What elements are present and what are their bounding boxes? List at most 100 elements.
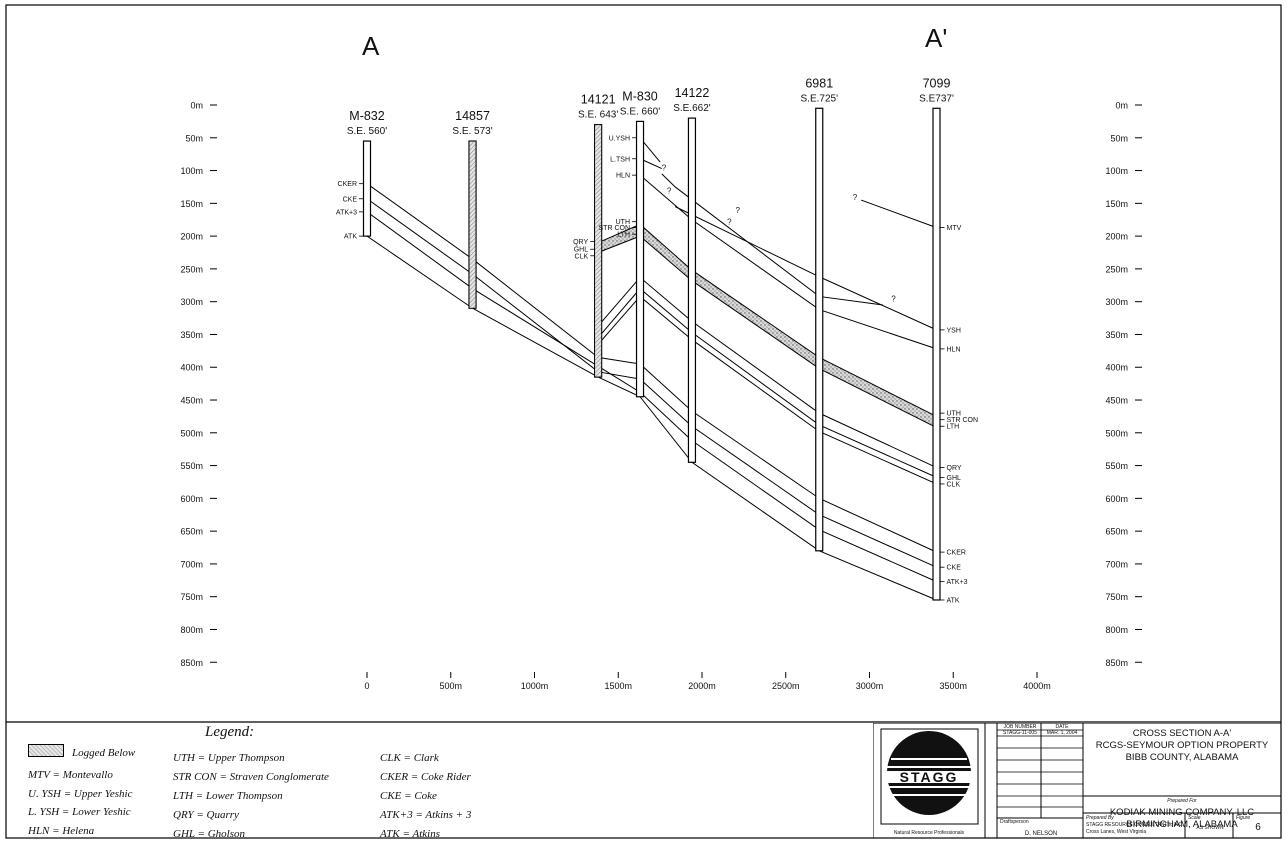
depth-tick-label-right: 350m bbox=[1105, 330, 1128, 340]
depth-tick-label-left: 550m bbox=[180, 461, 203, 471]
formation-label: CKE bbox=[343, 196, 358, 203]
depth-tick-label-left: 400m bbox=[180, 363, 203, 373]
depth-tick-label-right: 750m bbox=[1105, 592, 1128, 602]
well-column bbox=[687, 117, 697, 463]
well-name: M-830 bbox=[622, 89, 657, 103]
depth-tick-label-right: 100m bbox=[1105, 166, 1128, 176]
depth-tick-label-left: 150m bbox=[180, 199, 203, 209]
formation-label: CKER bbox=[338, 181, 357, 188]
well-formation-labels: CKERCKEATK+3ATKQRYGHLCLKU.YSHL.TSHHLNUTH… bbox=[336, 135, 978, 604]
title-line-2: RCGS-SEYMOUR OPTION PROPERTY bbox=[1095, 740, 1269, 751]
client-line-1: KODIAK MINING COMPANY, LLC bbox=[1109, 807, 1255, 818]
well-name: 6981 bbox=[805, 76, 833, 90]
legend-item: QRY = Quarry bbox=[173, 809, 239, 821]
well-name: M-832 bbox=[349, 109, 384, 123]
scale-block: Scale AS SHOWN bbox=[1188, 815, 1232, 832]
logo-caption: Natural Resource Professionals bbox=[894, 830, 965, 836]
depth-tick-label-right: 0m bbox=[1115, 101, 1128, 111]
legend-item: HLN = Helena bbox=[28, 824, 95, 837]
title-line-1: CROSS SECTION A-A' bbox=[1132, 728, 1232, 739]
drawing-title: CROSS SECTION A-A' RCGS-SEYMOUR OPTION P… bbox=[1084, 728, 1280, 764]
well-name: 14121 bbox=[581, 93, 616, 107]
depth-tick-label-left: 750m bbox=[180, 592, 203, 602]
uncertain-marker: ? bbox=[891, 295, 896, 304]
uncertain-marker: ? bbox=[853, 193, 858, 202]
legend-item: GHL = Gholson bbox=[173, 828, 246, 840]
legend-col-1: Logged Below bbox=[28, 744, 135, 763]
well-elevation: S.E.662' bbox=[673, 103, 711, 114]
legend-item: STR CON = Straven Conglomerate bbox=[173, 771, 329, 783]
title-block: STAGG Natural Resource Professionals bbox=[873, 723, 1282, 839]
depth-tick-label-left: 250m bbox=[180, 264, 203, 274]
depth-tick-label-right: 600m bbox=[1105, 494, 1128, 504]
distance-tick-label: 500m bbox=[439, 681, 462, 691]
depth-tick-label-right: 800m bbox=[1105, 625, 1128, 635]
horizon-ltsh-lower bbox=[661, 173, 883, 306]
depth-tick-label-left: 850m bbox=[180, 658, 203, 668]
section-label-a-prime: A' bbox=[925, 23, 947, 53]
well-column bbox=[932, 107, 941, 601]
legend: Legend: Logged Below MTV = Montevallo U.… bbox=[0, 722, 870, 843]
formation-label: UTH bbox=[947, 411, 961, 418]
formation-label: LTH bbox=[947, 424, 960, 431]
formation-label: UTH bbox=[616, 219, 630, 226]
legend-item: UTH = Upper Thompson bbox=[173, 752, 285, 764]
legend-item: L. YSH = Lower Yeshic bbox=[28, 806, 131, 818]
job-number-label: JOB NUMBER bbox=[1003, 724, 1037, 730]
well-elevation: S.E. 660' bbox=[620, 106, 660, 117]
legend-item: U. YSH = Upper Yeshic bbox=[28, 787, 133, 800]
legend-item: MTV = Montevallo bbox=[28, 769, 113, 781]
horizon-ysh bbox=[674, 206, 937, 331]
formation-label: GHL bbox=[947, 475, 962, 482]
formation-label: STR CON bbox=[947, 417, 979, 424]
wells: M-832 S.E. 560' 14857 S.E. 573' 14121 S.E. 64… bbox=[347, 76, 954, 601]
logged-below-fill bbox=[595, 125, 602, 377]
date-label: DATE bbox=[1055, 724, 1069, 730]
distance-tick-label: 0 bbox=[364, 681, 369, 691]
logo-text: STAGG bbox=[900, 769, 959, 785]
logged-below-fill bbox=[469, 141, 476, 308]
figure-label: Figure bbox=[1236, 815, 1251, 821]
figure-block: Figure 6 bbox=[1236, 815, 1280, 833]
depth-tick-label-right: 850m bbox=[1105, 658, 1128, 668]
horizon-hln bbox=[639, 174, 937, 350]
well-column bbox=[635, 120, 645, 398]
prepared-by-label: Prepared By bbox=[1086, 815, 1114, 821]
legend-item: CKE = Coke bbox=[380, 790, 437, 802]
formation-label: CLK bbox=[947, 481, 961, 488]
drafter-value: D. NELSON bbox=[1024, 831, 1058, 837]
well-elevation: S.E. 643' bbox=[578, 110, 618, 121]
drafter-block: Draftsperson D. NELSON bbox=[1000, 819, 1082, 837]
depth-tick-label-left: 700m bbox=[180, 559, 203, 569]
well-elevation: S.E.725' bbox=[801, 93, 839, 104]
distance-tick-label: 1000m bbox=[521, 681, 549, 691]
uncertain-marker: ? bbox=[667, 187, 672, 196]
distance-tick-label: 3500m bbox=[939, 681, 967, 691]
well-name: 14857 bbox=[455, 109, 490, 123]
date-value: MAR. 1, 2004 bbox=[1046, 730, 1078, 736]
well-column bbox=[815, 107, 824, 552]
formation-label: CKER bbox=[947, 550, 966, 557]
depth-tick-label-right: 400m bbox=[1105, 363, 1128, 373]
well-elevation: S.E. 560' bbox=[347, 126, 387, 137]
formation-label: ATK bbox=[344, 234, 357, 241]
job-number-block: JOB NUMBER STAGG-11-005 bbox=[1000, 724, 1040, 736]
formation-label: U.YSH bbox=[609, 135, 630, 142]
formation-label: QRY bbox=[573, 239, 588, 246]
horizon-lines: ?????? bbox=[366, 137, 937, 601]
legend-col-1-list: MTV = Montevallo U. YSH = Upper Yeshic L… bbox=[28, 766, 133, 840]
horizon-mtv bbox=[860, 199, 937, 229]
distance-tick-label: 3000m bbox=[856, 681, 884, 691]
depth-tick-label-left: 650m bbox=[180, 527, 203, 537]
date-block: DATE MAR. 1, 2004 bbox=[1042, 724, 1082, 736]
section-label-a: A bbox=[362, 31, 380, 61]
stagg-logo: STAGG Natural Resource Professionals bbox=[880, 728, 979, 836]
depth-tick-label-right: 300m bbox=[1105, 297, 1128, 307]
depth-tick-label-left: 50m bbox=[185, 133, 203, 143]
uncertain-marker: ? bbox=[727, 217, 732, 226]
depth-tick-label-right: 200m bbox=[1105, 232, 1128, 242]
depth-tick-label-left: 200m bbox=[180, 232, 203, 242]
formation-label: MTV bbox=[947, 225, 962, 232]
depth-tick-label-left: 500m bbox=[180, 428, 203, 438]
distance-tick-label: 4000m bbox=[1023, 681, 1051, 691]
